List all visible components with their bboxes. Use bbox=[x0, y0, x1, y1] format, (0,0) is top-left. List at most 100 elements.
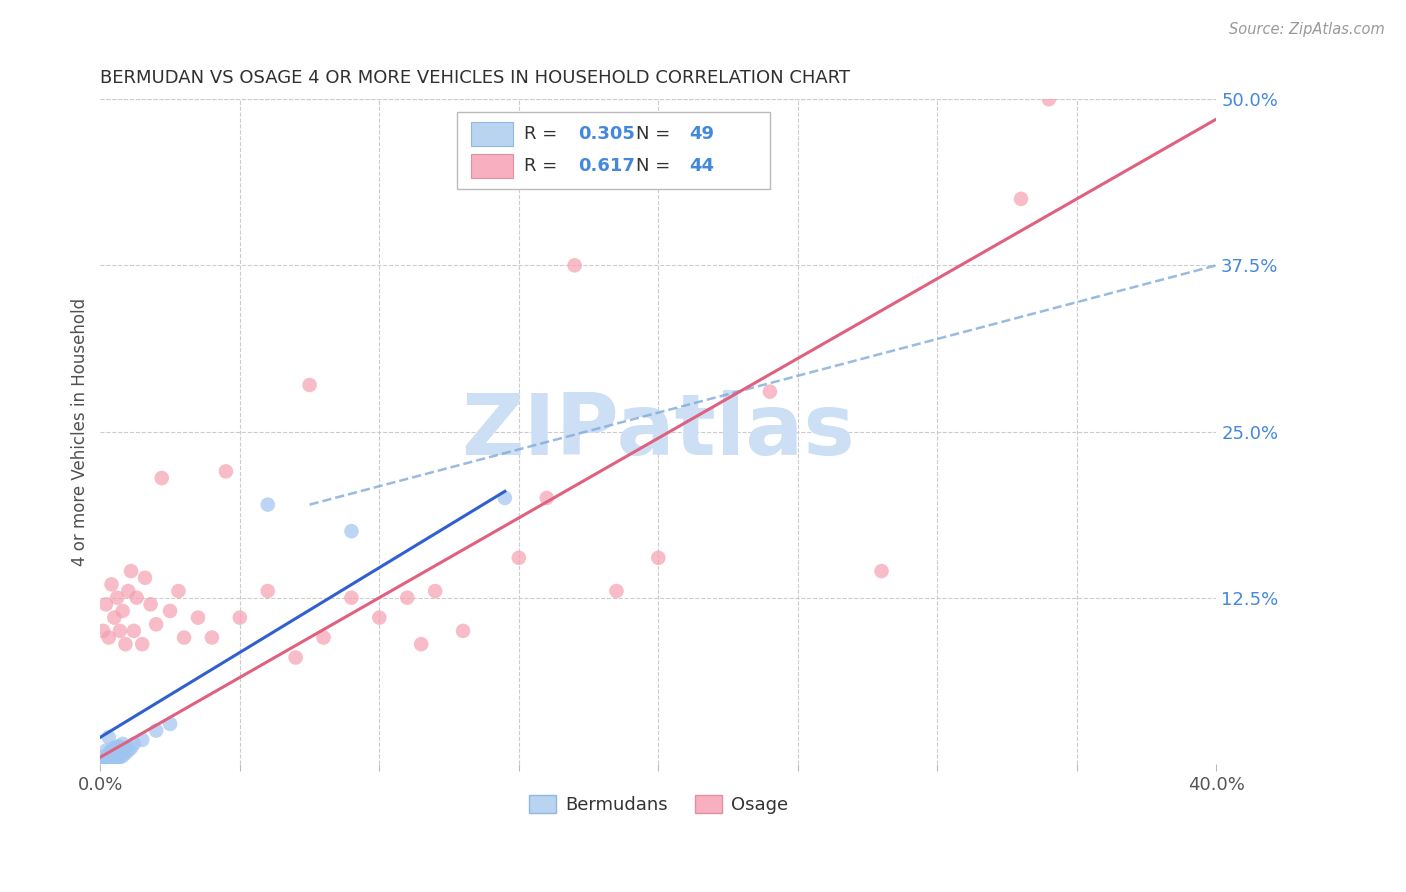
Point bbox=[100, 577, 122, 591]
Point bbox=[97, 751, 120, 765]
Point bbox=[134, 571, 156, 585]
Point bbox=[312, 631, 335, 645]
Point bbox=[94, 756, 117, 770]
Point bbox=[97, 746, 120, 760]
Point bbox=[103, 740, 125, 755]
Point bbox=[451, 624, 474, 638]
Point bbox=[145, 617, 167, 632]
Point bbox=[125, 591, 148, 605]
Point bbox=[97, 631, 120, 645]
Point bbox=[100, 754, 122, 768]
Text: Source: ZipAtlas.com: Source: ZipAtlas.com bbox=[1229, 22, 1385, 37]
Point bbox=[111, 604, 134, 618]
Point bbox=[120, 740, 142, 755]
Point bbox=[94, 743, 117, 757]
Point bbox=[100, 743, 122, 757]
Text: N =: N = bbox=[636, 157, 676, 175]
FancyBboxPatch shape bbox=[471, 122, 513, 145]
Point bbox=[114, 746, 136, 760]
Point bbox=[100, 748, 122, 763]
Text: BERMUDAN VS OSAGE 4 OR MORE VEHICLES IN HOUSEHOLD CORRELATION CHART: BERMUDAN VS OSAGE 4 OR MORE VEHICLES IN … bbox=[100, 69, 851, 87]
Point bbox=[114, 637, 136, 651]
Point bbox=[173, 631, 195, 645]
Point bbox=[94, 754, 117, 768]
Point bbox=[108, 624, 131, 638]
Point bbox=[159, 717, 181, 731]
Point bbox=[256, 498, 278, 512]
Point bbox=[91, 756, 114, 771]
Text: 44: 44 bbox=[689, 157, 714, 175]
Point bbox=[105, 591, 128, 605]
Point bbox=[91, 624, 114, 638]
Point bbox=[105, 746, 128, 760]
Point bbox=[105, 739, 128, 754]
Point bbox=[108, 739, 131, 754]
Point bbox=[91, 750, 114, 764]
Point bbox=[368, 610, 391, 624]
Legend: Bermudans, Osage: Bermudans, Osage bbox=[522, 788, 794, 822]
Point bbox=[100, 746, 122, 760]
Point bbox=[111, 737, 134, 751]
Point bbox=[340, 524, 363, 539]
Text: R =: R = bbox=[524, 157, 564, 175]
Point bbox=[150, 471, 173, 485]
Point bbox=[122, 624, 145, 638]
Point bbox=[494, 491, 516, 505]
Point bbox=[1010, 192, 1032, 206]
Point bbox=[94, 756, 117, 771]
Point bbox=[91, 756, 114, 770]
Point bbox=[187, 610, 209, 624]
Point bbox=[97, 754, 120, 768]
FancyBboxPatch shape bbox=[457, 112, 770, 189]
Point bbox=[131, 637, 153, 651]
Point bbox=[536, 491, 558, 505]
Point bbox=[145, 723, 167, 738]
Point bbox=[94, 753, 117, 767]
Point bbox=[759, 384, 782, 399]
Point bbox=[647, 550, 669, 565]
Point bbox=[256, 584, 278, 599]
Point bbox=[97, 748, 120, 763]
Text: R =: R = bbox=[524, 125, 564, 143]
Point bbox=[103, 745, 125, 759]
Point bbox=[111, 745, 134, 759]
Point bbox=[100, 751, 122, 765]
Point bbox=[105, 751, 128, 765]
Point bbox=[423, 584, 446, 599]
Point bbox=[284, 650, 307, 665]
Point bbox=[870, 564, 893, 578]
Point bbox=[97, 731, 120, 745]
Point bbox=[94, 597, 117, 611]
Point bbox=[103, 747, 125, 762]
Point bbox=[131, 732, 153, 747]
Point bbox=[139, 597, 162, 611]
Point bbox=[111, 748, 134, 763]
Point bbox=[508, 550, 530, 565]
Point bbox=[298, 378, 321, 392]
Text: 49: 49 bbox=[689, 125, 714, 143]
Point bbox=[91, 753, 114, 767]
Text: 0.305: 0.305 bbox=[578, 125, 636, 143]
FancyBboxPatch shape bbox=[471, 153, 513, 178]
Point bbox=[159, 604, 181, 618]
Point bbox=[340, 591, 363, 605]
Point bbox=[108, 746, 131, 760]
Point bbox=[94, 751, 117, 765]
Text: N =: N = bbox=[636, 125, 676, 143]
Point bbox=[97, 750, 120, 764]
Point bbox=[122, 737, 145, 751]
Point bbox=[97, 753, 120, 767]
Point bbox=[103, 753, 125, 767]
Text: ZIPatlas: ZIPatlas bbox=[461, 390, 855, 473]
Point bbox=[1038, 92, 1060, 106]
Point bbox=[605, 584, 627, 599]
Point bbox=[117, 743, 139, 757]
Point bbox=[108, 750, 131, 764]
Point bbox=[167, 584, 190, 599]
Point bbox=[100, 753, 122, 767]
Text: 0.617: 0.617 bbox=[578, 157, 636, 175]
Point bbox=[117, 584, 139, 599]
Point bbox=[103, 610, 125, 624]
Point bbox=[103, 750, 125, 764]
Point bbox=[120, 564, 142, 578]
